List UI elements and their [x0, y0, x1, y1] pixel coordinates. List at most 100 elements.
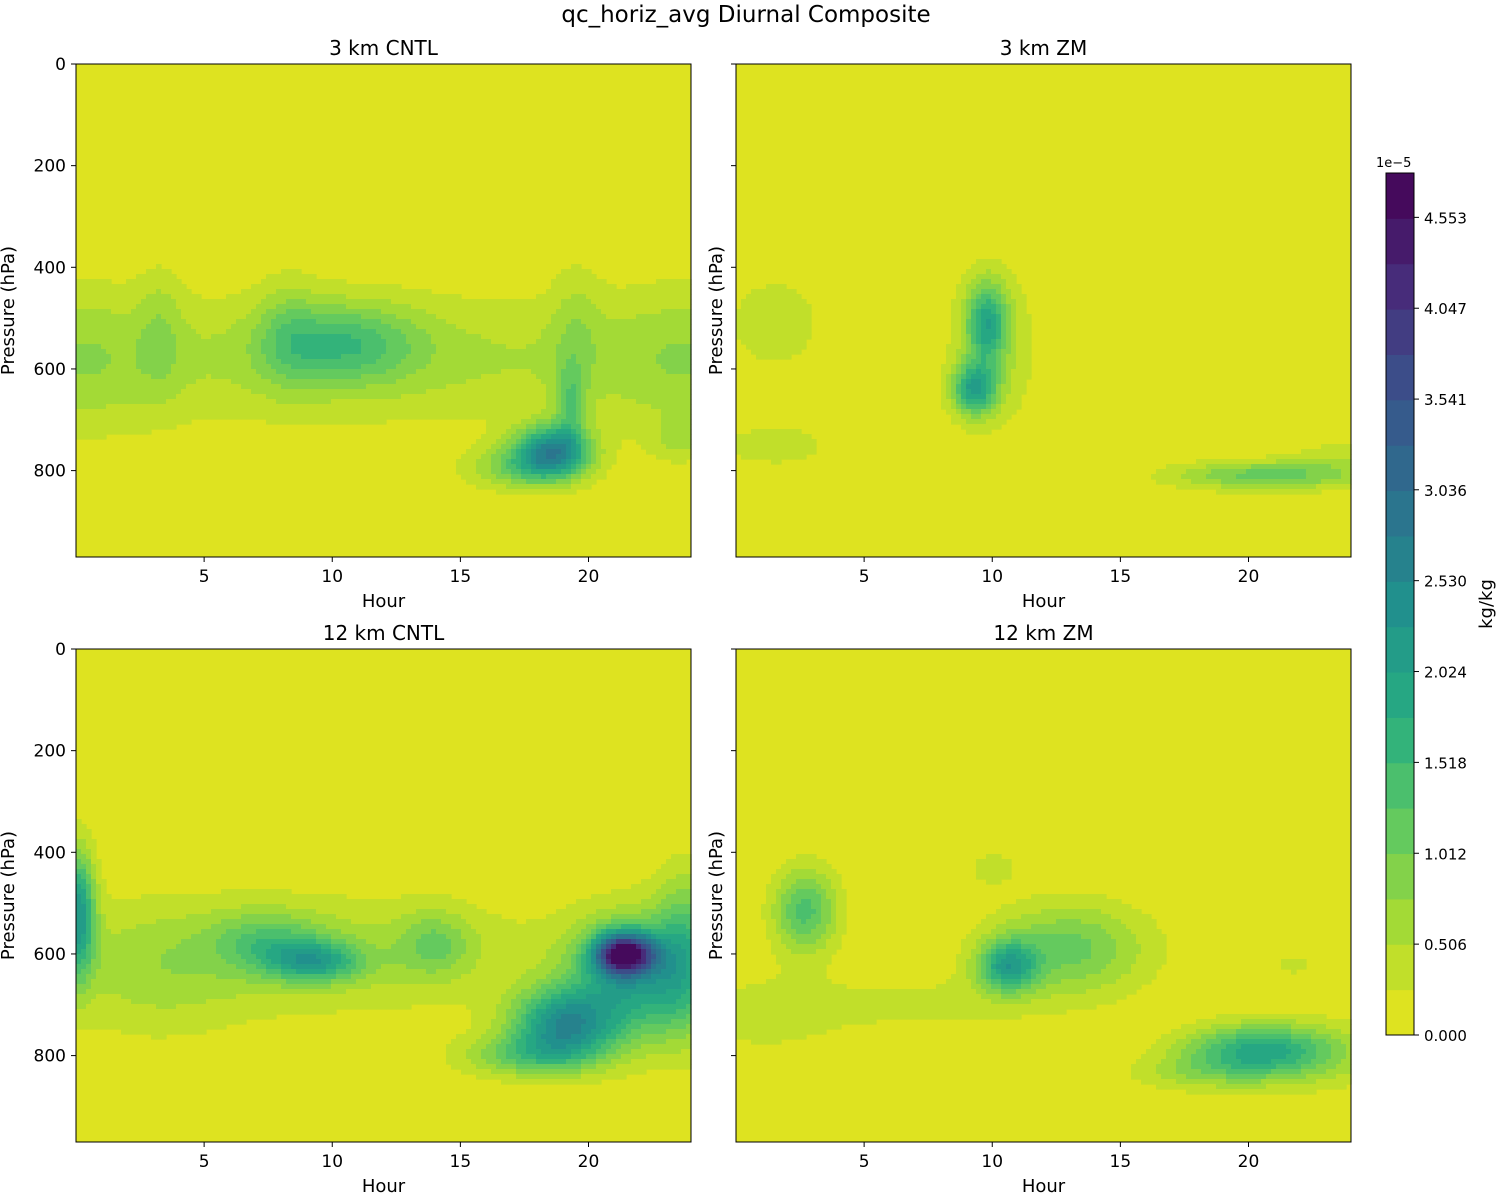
field-cell: [986, 359, 992, 365]
field-cell: [276, 309, 282, 315]
field-cell: [1021, 309, 1027, 315]
field-cell: [176, 304, 182, 310]
field-cell: [781, 339, 787, 345]
field-cell: [676, 314, 682, 320]
field-cell: [606, 299, 612, 305]
field-cell: [966, 364, 972, 370]
field-cell: [581, 469, 587, 475]
field-cell: [241, 374, 247, 380]
field-cell: [111, 384, 117, 390]
field-cell: [976, 359, 982, 365]
field-cell: [1006, 289, 1012, 295]
field-cell: [106, 414, 112, 420]
field-cell: [341, 384, 347, 390]
field-cell: [141, 324, 147, 330]
field-cell: [656, 409, 662, 415]
field-cell: [526, 334, 532, 340]
field-cell: [646, 444, 652, 450]
field-cell: [976, 354, 982, 360]
field-cell: [641, 349, 647, 355]
field-cell: [166, 294, 172, 300]
field-cell: [496, 394, 502, 400]
field-cell: [616, 384, 622, 390]
field-cell: [431, 414, 437, 420]
field-cell: [1006, 394, 1012, 400]
field-cell: [261, 319, 267, 325]
field-cell: [486, 399, 492, 405]
field-cell: [361, 319, 367, 325]
field-cell: [446, 409, 452, 415]
field-cell: [196, 314, 202, 320]
field-cell: [206, 404, 212, 410]
field-cell: [751, 304, 757, 310]
field-cell: [771, 324, 777, 330]
field-cell: [166, 319, 172, 325]
field-cell: [561, 284, 567, 290]
field-cell: [141, 404, 147, 410]
field-cell: [601, 464, 607, 470]
field-cell: [541, 314, 547, 320]
field-cell: [1006, 409, 1012, 415]
field-cell: [241, 359, 247, 365]
field-cell: [676, 289, 682, 295]
field-cell: [176, 324, 182, 330]
field-cell: [546, 414, 552, 420]
field-cell: [276, 279, 282, 285]
field-cell: [576, 279, 582, 285]
field-cell: [291, 344, 297, 350]
field-cell: [556, 319, 562, 325]
field-cell: [596, 424, 602, 430]
field-cell: [1306, 474, 1312, 480]
field-cell: [356, 384, 362, 390]
field-cell: [1306, 489, 1312, 495]
field-cell: [256, 299, 262, 305]
field-cell: [596, 444, 602, 450]
field-cell: [471, 414, 477, 420]
field-cell: [76, 364, 82, 370]
field-cell: [566, 314, 572, 320]
field-cell: [606, 334, 612, 340]
field-cell: [581, 309, 587, 315]
field-cell: [481, 479, 487, 485]
field-cell: [281, 359, 287, 365]
field-cell: [441, 389, 447, 395]
field-cell: [686, 304, 692, 310]
field-cell: [981, 414, 987, 420]
field-cell: [486, 434, 492, 440]
field-cell: [431, 389, 437, 395]
field-cell: [266, 399, 272, 405]
field-cell: [556, 329, 562, 335]
field-cell: [156, 359, 162, 365]
field-cell: [511, 449, 517, 455]
field-cell: [591, 359, 597, 365]
field-cell: [746, 444, 752, 450]
field-cell: [361, 299, 367, 305]
field-cell: [141, 289, 147, 295]
field-cell: [1346, 449, 1352, 455]
field-cell: [951, 389, 957, 395]
field-cell: [561, 419, 567, 425]
field-cell: [151, 394, 157, 400]
field-cell: [366, 294, 372, 300]
field-cell: [446, 354, 452, 360]
field-cell: [91, 279, 97, 285]
field-cell: [1171, 479, 1177, 485]
field-cell: [611, 299, 617, 305]
field-cell: [271, 309, 277, 315]
field-cell: [396, 384, 402, 390]
field-cell: [536, 309, 542, 315]
field-cell: [256, 344, 262, 350]
field-cell: [91, 304, 97, 310]
field-cell: [651, 429, 657, 435]
field-cell: [316, 364, 322, 370]
field-cell: [241, 404, 247, 410]
field-cell: [651, 399, 657, 405]
field-cell: [271, 354, 277, 360]
field-cell: [551, 484, 557, 490]
field-cell: [461, 349, 467, 355]
field-cell: [166, 389, 172, 395]
field-cell: [566, 389, 572, 395]
field-cell: [446, 349, 452, 355]
field-cell: [341, 299, 347, 305]
field-cell: [951, 309, 957, 315]
